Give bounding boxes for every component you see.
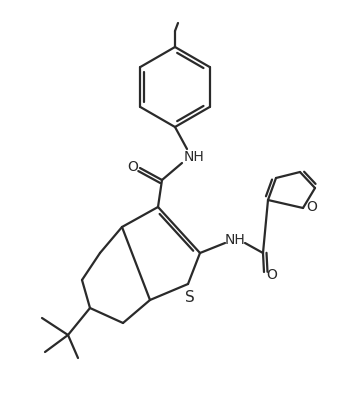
- Text: NH: NH: [225, 233, 245, 247]
- Text: NH: NH: [184, 150, 204, 164]
- Text: O: O: [128, 160, 138, 174]
- Text: S: S: [185, 290, 195, 304]
- Text: O: O: [267, 268, 278, 282]
- Text: O: O: [307, 200, 318, 214]
